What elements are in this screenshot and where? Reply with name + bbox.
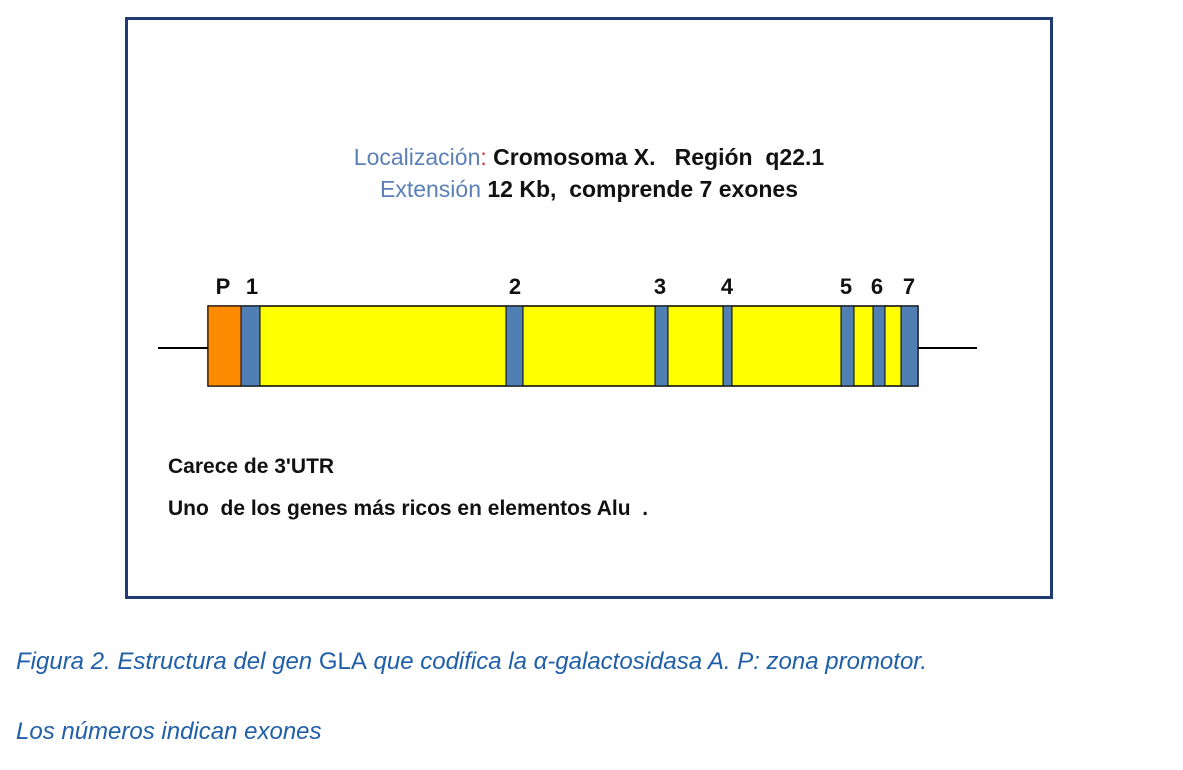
exon-label-2: 2 [509,274,521,299]
promoter-region [207,305,242,387]
note-utr: Carece de 3'UTR [168,455,335,478]
caption-gene-name: GLA [318,648,367,675]
exon-label-3: 3 [654,274,666,299]
location-line: Localización: Cromosoma X. Región q22.1 [128,144,1050,171]
promoter-label: P [216,274,231,299]
gene-body [207,305,919,387]
exon-label-1: 1 [246,274,258,299]
location-colon: : [480,144,487,170]
location-value: Cromosoma X. Región q22.1 [493,144,825,170]
extension-label: Extensión [379,176,481,202]
exon-5 [840,305,855,387]
exon-1 [240,305,261,387]
exon-6 [872,305,886,387]
extension-value: 12 Kb, comprende 7 exones [487,176,799,202]
exon-label-4: 4 [721,274,734,299]
location-label: Localización [353,144,481,170]
exon-3 [654,305,669,387]
extension-line: Extensión 12 Kb, comprende 7 exones [128,176,1050,203]
figure-caption-line-1: Figura 2. Estructura del gen GLA que cod… [16,648,927,676]
exon-label-5: 5 [840,274,852,299]
caption-text-a: Figura 2. Estructura del gen [16,648,319,675]
caption-text-b: que codifica la α-galactosidasa A. P: zo… [366,648,928,675]
exon-7 [900,305,919,387]
exon-label-7: 7 [903,274,915,299]
note-alu: Uno de los genes más ricos en elementos … [168,497,649,520]
figure-caption-line-2: Los números indican exones [16,718,322,745]
gene-structure-diagram: P 1 2 3 4 5 6 7 [158,274,977,387]
exon-4 [722,305,733,387]
exon-2 [505,305,524,387]
exon-label-6: 6 [871,274,883,299]
